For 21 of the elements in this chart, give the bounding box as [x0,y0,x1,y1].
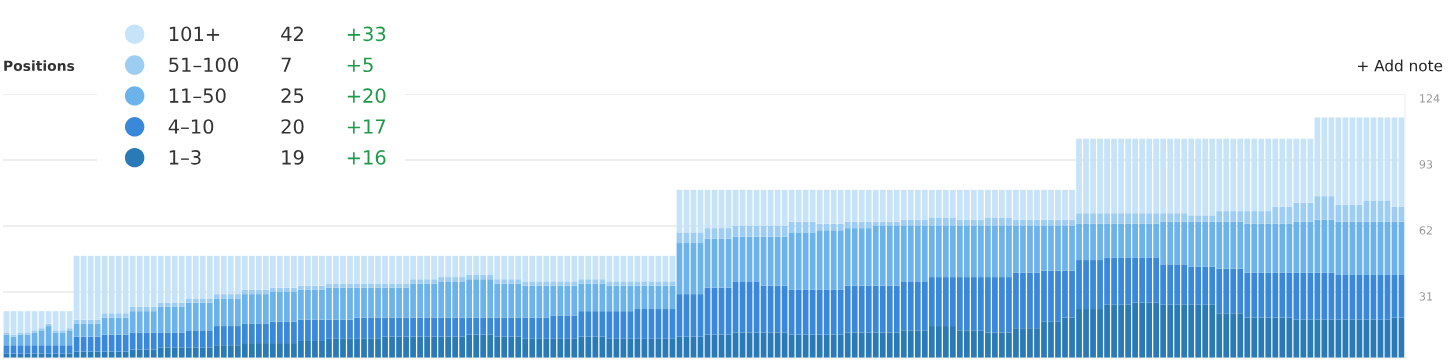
y-tick-label: 124 [1420,94,1440,103]
legend-label: 4–10 [168,119,214,134]
y-tick-label: 31 [1419,292,1432,301]
text: +5 [347,57,373,73]
y-tick-label: 62 [1419,226,1432,235]
annotation: 25 [281,88,304,103]
legend-label: 11–50 [169,88,226,103]
annotation: 19 [282,150,304,165]
legend-label: 1–3 [169,150,201,165]
legend-label: 51–100 [169,57,239,73]
text: 42 [281,26,303,41]
annotation: +17 [347,119,386,134]
text: + Add note [1358,59,1443,72]
annotation: 20 [281,119,304,134]
annotation: +16 [347,150,386,165]
y-tick-label: 93 [1419,160,1433,169]
text: 7 [281,57,291,72]
chart-title: Positions [4,60,75,72]
legend-label: 101+ [169,26,220,42]
text: +33 [347,26,386,42]
annotation: +20 [347,88,386,103]
